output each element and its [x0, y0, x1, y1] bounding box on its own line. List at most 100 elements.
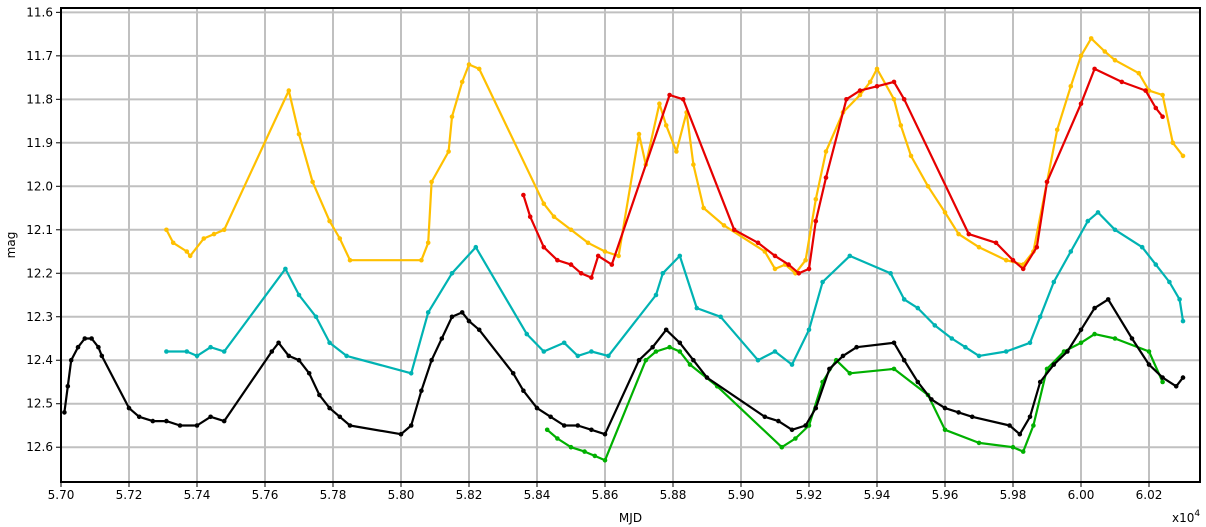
data-point: [1146, 88, 1152, 93]
data-point: [1051, 362, 1057, 367]
data-point: [187, 253, 193, 259]
data-point: [75, 344, 81, 350]
x-tick-label: 5.94: [864, 488, 891, 502]
data-point: [789, 427, 795, 433]
data-point: [840, 353, 846, 359]
data-point: [344, 353, 349, 359]
data-point: [755, 240, 761, 246]
x-tick-label: 5.74: [184, 488, 211, 502]
y-tick-label: 12.6: [26, 440, 53, 454]
data-point: [1092, 66, 1097, 72]
data-point: [915, 305, 921, 311]
data-point: [1177, 297, 1182, 302]
data-point: [796, 271, 802, 276]
data-point: [568, 227, 574, 233]
data-point: [701, 205, 706, 211]
x-tick-label: 5.84: [524, 488, 551, 502]
data-point: [677, 340, 683, 346]
data-point: [429, 179, 434, 185]
data-point: [276, 340, 281, 346]
data-point: [993, 240, 999, 246]
data-point: [891, 97, 897, 102]
data-point: [1160, 379, 1165, 385]
data-point: [1112, 57, 1118, 63]
data-point: [854, 344, 859, 350]
data-point: [1146, 362, 1152, 367]
y-tick-label: 11.7: [26, 49, 53, 63]
data-point: [976, 244, 982, 250]
data-point: [901, 357, 907, 363]
data-point: [636, 357, 642, 363]
y-tick-label: 12.2: [26, 266, 53, 280]
data-point: [327, 218, 332, 224]
data-point: [901, 97, 907, 102]
data-point: [820, 279, 825, 285]
data-point: [1136, 70, 1142, 76]
data-point: [844, 97, 849, 102]
data-point: [650, 344, 655, 350]
data-point: [337, 236, 343, 241]
data-point: [942, 405, 948, 411]
data-point: [786, 262, 791, 267]
data-point: [779, 444, 785, 450]
data-point: [541, 244, 547, 250]
data-point: [568, 444, 574, 450]
data-point: [555, 257, 560, 263]
data-point: [429, 357, 434, 363]
data-point: [1180, 318, 1186, 324]
data-point: [221, 349, 227, 354]
data-point: [657, 101, 662, 106]
data-point: [857, 92, 863, 98]
data-point: [731, 227, 737, 233]
data-point: [915, 379, 921, 385]
series-0: [164, 36, 1186, 276]
x-tick-label: 5.78: [320, 488, 347, 502]
data-point: [1010, 444, 1016, 450]
data-point: [976, 353, 982, 359]
data-point: [793, 436, 798, 441]
data-point: [551, 214, 557, 219]
data-point: [1044, 179, 1050, 185]
data-point: [663, 123, 669, 128]
data-point: [772, 349, 778, 354]
data-point: [527, 214, 533, 219]
data-point: [170, 240, 176, 246]
data-point: [674, 149, 679, 154]
data-point: [194, 423, 200, 428]
x-tick-label: 5.76: [252, 488, 279, 502]
data-point: [476, 327, 482, 333]
data-point: [1068, 84, 1074, 89]
data-point: [1007, 423, 1012, 428]
data-point: [609, 262, 615, 267]
data-point: [449, 114, 455, 119]
data-point: [1139, 244, 1145, 250]
data-point: [762, 249, 768, 254]
data-point: [521, 192, 526, 198]
data-point: [803, 423, 808, 428]
data-point: [466, 318, 472, 324]
data-point: [96, 344, 101, 350]
data-point: [1027, 414, 1033, 420]
y-tick-label: 12.4: [26, 353, 53, 367]
data-point: [544, 427, 550, 433]
y-tick-label: 12.0: [26, 179, 53, 193]
data-point: [827, 366, 832, 372]
data-point: [446, 149, 451, 154]
data-point: [419, 257, 424, 263]
grid-lines: [60, 8, 1200, 482]
data-point: [306, 371, 312, 376]
data-point: [164, 227, 169, 233]
data-point: [857, 88, 863, 93]
data-point: [929, 397, 934, 402]
data-point: [1092, 305, 1097, 311]
data-point: [582, 449, 587, 454]
data-point: [561, 423, 567, 428]
data-point: [1017, 431, 1023, 437]
data-point: [762, 414, 768, 420]
data-point: [337, 414, 343, 420]
data-point: [925, 184, 931, 189]
data-point: [327, 340, 332, 346]
data-point: [296, 357, 302, 363]
data-point: [1095, 210, 1101, 215]
data-point: [755, 357, 761, 363]
